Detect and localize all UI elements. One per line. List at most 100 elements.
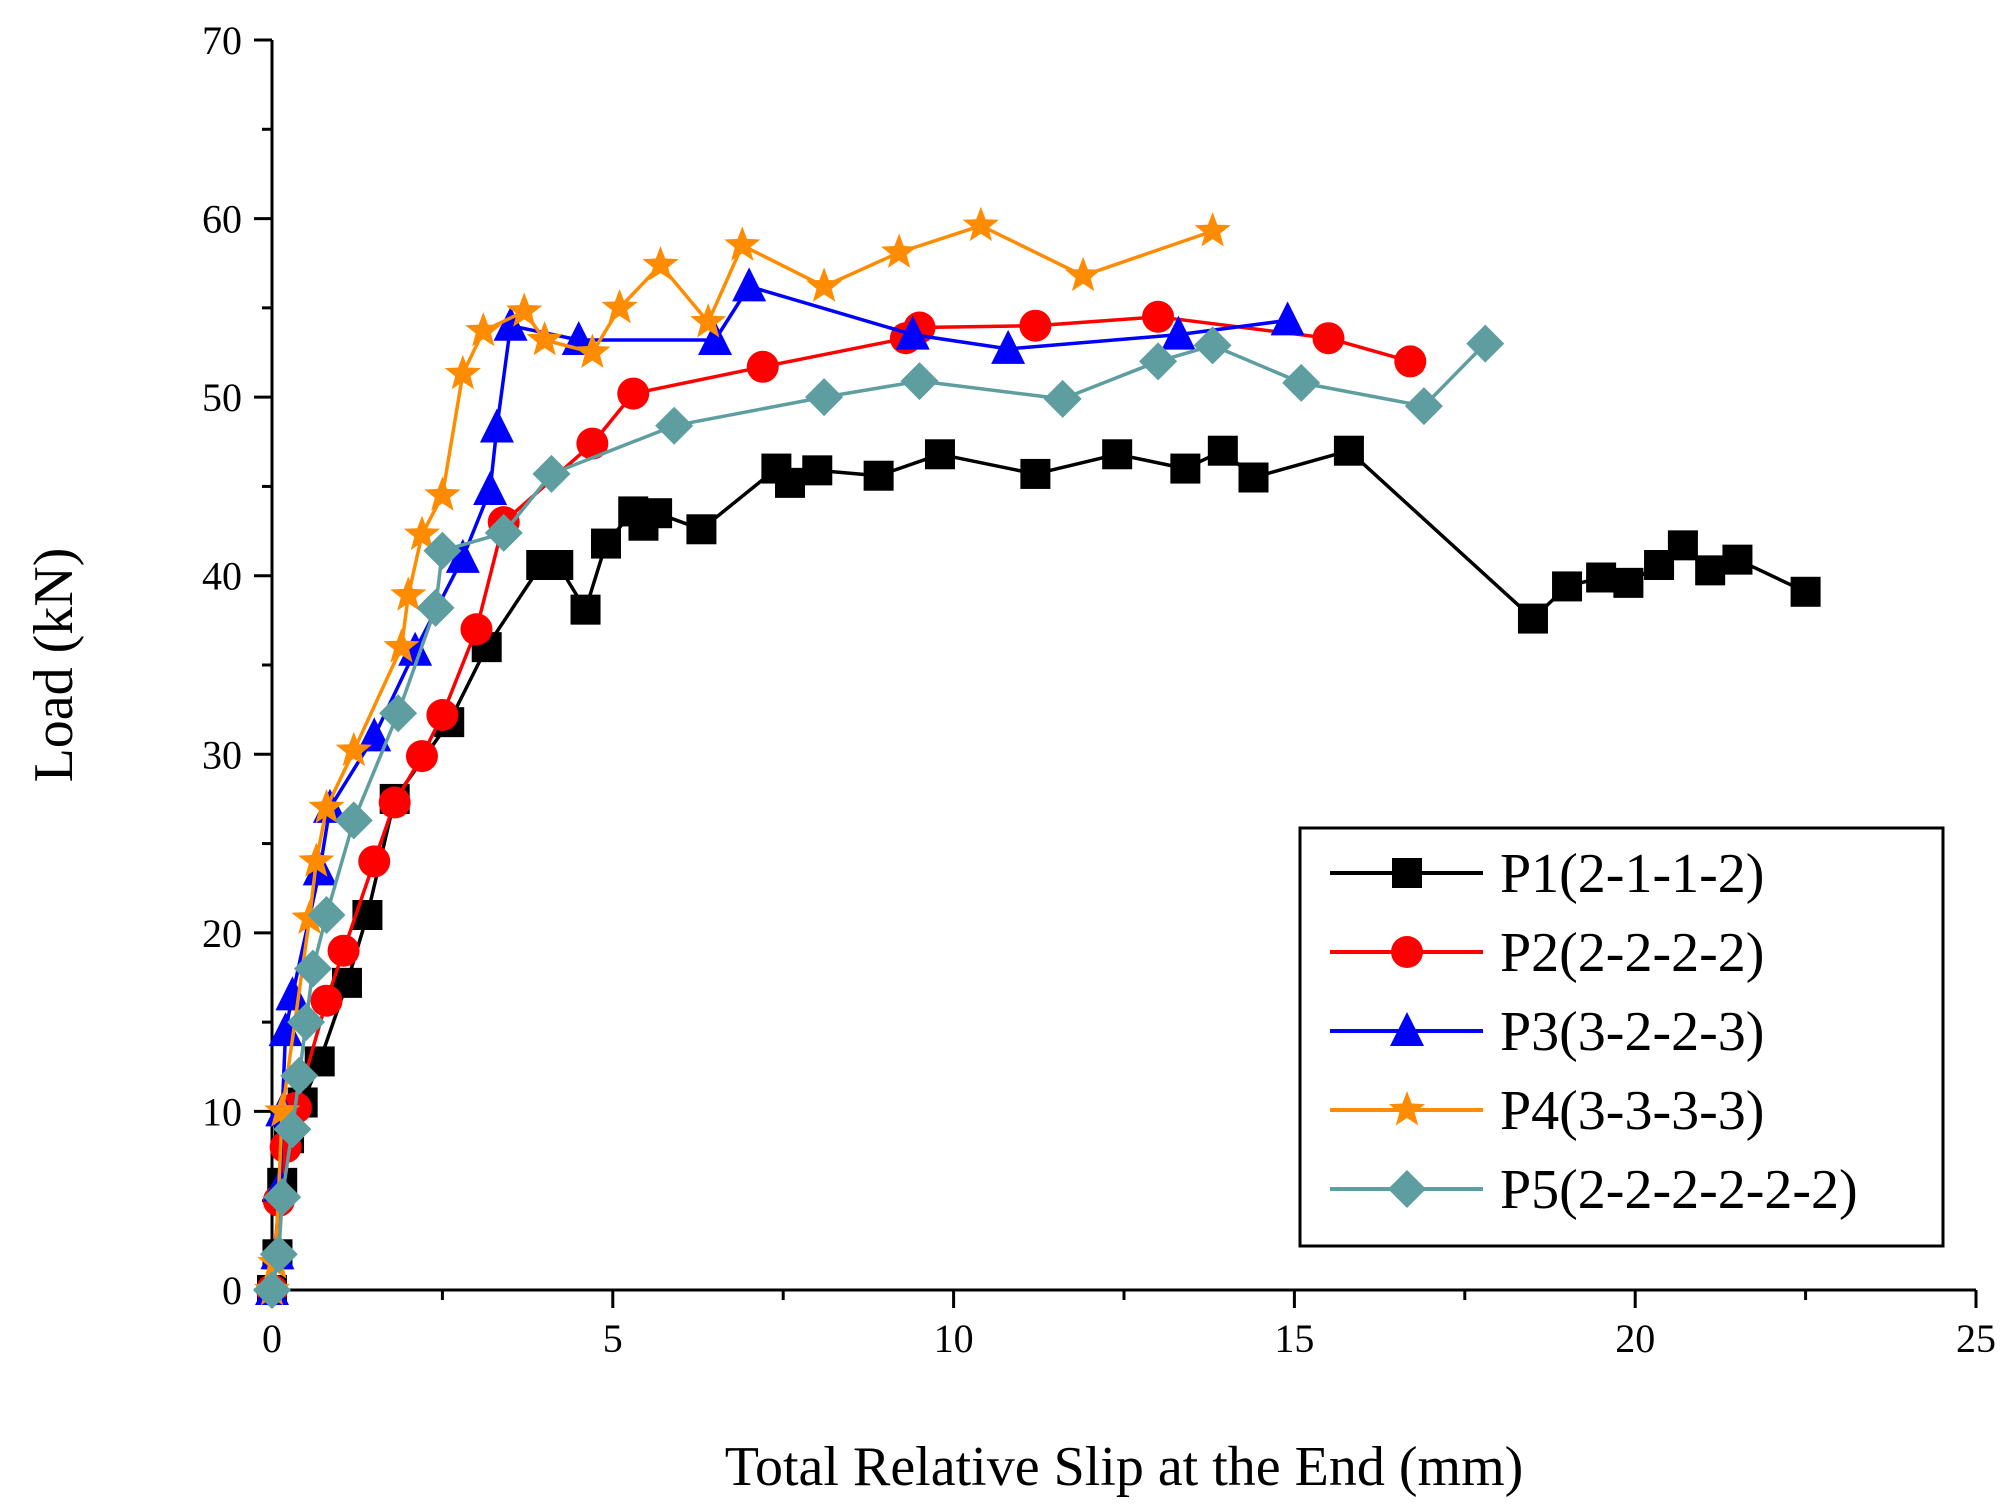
legend-marker: [1390, 1012, 1424, 1046]
data-point: [1142, 300, 1175, 333]
data-point: [805, 378, 844, 417]
data-point: [642, 246, 679, 281]
data-point: [1312, 322, 1345, 355]
data-point: [655, 406, 694, 445]
data-point: [1282, 363, 1321, 402]
data-point: [732, 267, 767, 302]
data-point: [493, 306, 528, 341]
data-point: [273, 1110, 312, 1149]
data-point: [1020, 458, 1051, 489]
series-2: [256, 300, 1427, 1306]
x-tick-label: 5: [603, 1316, 623, 1361]
data-point: [423, 531, 462, 570]
y-tick-label: 70: [202, 18, 242, 63]
x-tick-label: 0: [262, 1316, 282, 1361]
data-point: [1194, 212, 1231, 247]
data-point: [881, 233, 918, 268]
data-point: [1161, 315, 1196, 350]
data-point: [1065, 256, 1102, 292]
data-point: [310, 984, 343, 1017]
data-point: [1207, 435, 1238, 466]
data-point: [601, 288, 638, 324]
data-point: [1238, 462, 1269, 493]
y-tick-label: 50: [202, 375, 242, 420]
data-point: [1193, 326, 1232, 365]
data-point: [1394, 345, 1427, 378]
data-point: [335, 731, 372, 767]
series-group: [253, 206, 1821, 1309]
data-point: [1139, 342, 1178, 381]
x-tick-label: 20: [1615, 1316, 1655, 1361]
data-point: [479, 408, 514, 443]
data-point: [473, 471, 508, 505]
data-point: [806, 267, 843, 302]
data-point: [1517, 603, 1548, 634]
legend-label: P4(3-3-3-3): [1500, 1080, 1764, 1142]
legend-label: P1(2-1-1-2): [1500, 843, 1764, 905]
data-point: [1586, 562, 1617, 593]
data-point: [746, 350, 779, 383]
data-point: [1613, 567, 1644, 598]
data-point: [1170, 453, 1201, 484]
data-point: [962, 206, 999, 242]
data-point: [574, 333, 611, 368]
legend: P1(2-1-1-2) P2(2-2-2-2) P3(3-2-2-3) P4(3-3-…: [1298, 826, 1945, 1248]
y-axis-title: Load (kN): [23, 548, 85, 783]
data-point: [424, 476, 461, 511]
data-point: [1667, 530, 1698, 561]
legend-label: P2(2-2-2-2): [1500, 922, 1764, 984]
data-point: [900, 362, 939, 401]
data-point: [1695, 555, 1726, 586]
data-point: [1333, 435, 1364, 466]
data-point: [416, 588, 455, 627]
data-point: [357, 717, 392, 752]
data-point: [308, 788, 345, 824]
data-point: [263, 1178, 302, 1217]
data-point: [1404, 387, 1443, 426]
data-point: [426, 699, 459, 731]
data-point: [526, 321, 563, 356]
data-point: [444, 354, 481, 390]
y-tick-label: 0: [222, 1268, 242, 1313]
data-point: [445, 538, 480, 573]
data-point: [287, 1003, 326, 1042]
x-tick-label: 25: [1956, 1316, 1996, 1361]
x-tick-label: 15: [1274, 1316, 1314, 1361]
y-tick-label: 40: [202, 554, 242, 599]
data-point: [293, 949, 332, 988]
data-point: [1019, 309, 1052, 342]
data-point: [403, 515, 440, 550]
data-point: [576, 427, 609, 460]
data-point: [543, 550, 574, 580]
data-point: [686, 514, 717, 545]
data-point: [775, 467, 806, 498]
y-tick-label: 60: [202, 197, 242, 242]
data-point: [383, 628, 420, 663]
data-point: [298, 842, 335, 877]
series-line: [270, 284, 1288, 1291]
data-point: [506, 292, 543, 327]
data-point: [390, 576, 427, 611]
data-point: [253, 1271, 291, 1309]
data-point: [724, 226, 761, 261]
data-point: [590, 528, 621, 559]
data-point: [924, 439, 955, 470]
x-tick-label: 10: [934, 1316, 974, 1361]
series-4: [253, 206, 1231, 1306]
data-point: [378, 786, 411, 819]
legend-marker: [1391, 936, 1423, 968]
data-point: [863, 460, 894, 491]
data-point: [484, 513, 523, 552]
data-point: [280, 1056, 319, 1095]
data-point: [1043, 379, 1082, 418]
data-point: [642, 498, 673, 529]
data-point: [259, 1235, 298, 1274]
data-point: [405, 740, 438, 773]
data-point: [264, 1092, 301, 1127]
legend-label: P5(2-2-2-2-2-2): [1500, 1159, 1858, 1221]
y-tick-label: 30: [202, 732, 242, 777]
data-point: [327, 934, 360, 967]
legend-label: P3(3-2-2-3): [1500, 1001, 1764, 1063]
data-point: [460, 613, 493, 646]
